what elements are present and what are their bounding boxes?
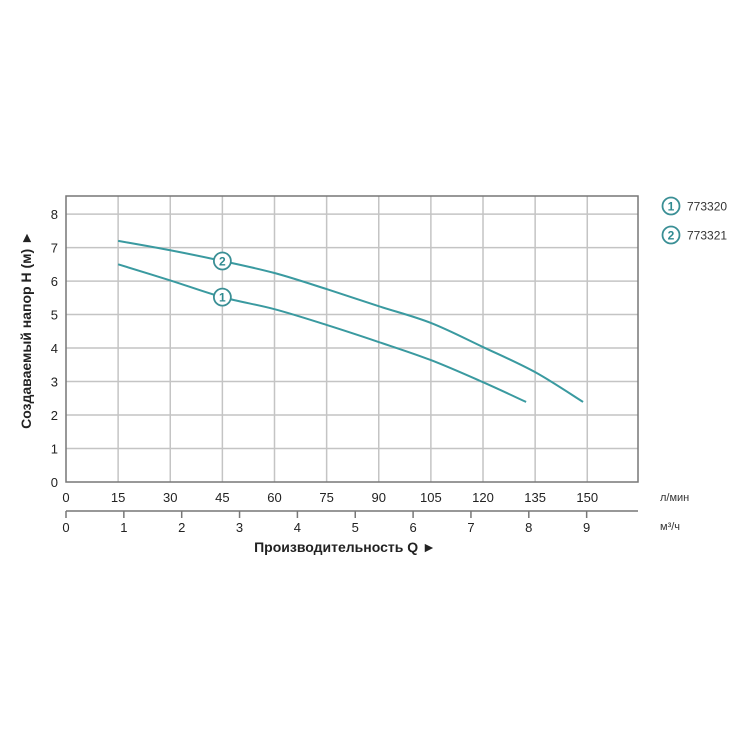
x-tick-label: 30	[163, 490, 177, 505]
legend-marker-label: 2	[668, 229, 675, 243]
x2-tick-label: 4	[294, 520, 301, 535]
y-tick-label: 3	[51, 375, 58, 390]
legend-marker-label: 1	[668, 200, 675, 214]
x-tick-label: 75	[319, 490, 333, 505]
x-axis-title: Производительность Q ►	[254, 539, 436, 555]
curve-773321	[117, 239, 584, 403]
x2-tick-label: 6	[409, 520, 416, 535]
plot-frame	[65, 195, 639, 483]
y-tick-label: 1	[51, 442, 58, 457]
y-tick-label: 6	[51, 274, 58, 289]
curves: 12	[117, 239, 584, 403]
x-tick-label: 150	[576, 490, 598, 505]
curve-773320	[117, 263, 527, 403]
legend-marker-circle	[661, 225, 681, 245]
x-tick-label: 135	[524, 490, 546, 505]
curve-marker-circle	[212, 251, 232, 271]
y-tick-label: 8	[51, 207, 58, 222]
x2-tick-label: 9	[583, 520, 590, 535]
x2-tick-label: 5	[352, 520, 359, 535]
x2-tick-label: 0	[62, 520, 69, 535]
x2-tick-label: 8	[525, 520, 532, 535]
y-tick-label: 0	[51, 475, 58, 490]
x2-tick-label: 7	[467, 520, 474, 535]
legend-entry-label: 773321	[687, 229, 727, 243]
x-tick-label: 45	[215, 490, 229, 505]
curve-marker-label: 2	[219, 254, 226, 268]
y-tick-label: 5	[51, 308, 58, 323]
legend-marker-circle	[661, 196, 681, 216]
x-tick-label: 120	[472, 490, 494, 505]
x2-tick-label: 1	[120, 520, 127, 535]
y-tick-label: 4	[51, 341, 58, 356]
grid	[65, 195, 639, 483]
x-tick-label: 60	[267, 490, 281, 505]
x-tick-label: 105	[420, 490, 442, 505]
x2-tick-label: 3	[236, 520, 243, 535]
y-axis-title: Создаваемый напор H (м) ►	[18, 231, 34, 429]
x-tick-label: 90	[372, 490, 386, 505]
x-axis-unit: л/мин	[660, 492, 689, 504]
x2-tick-label: 2	[178, 520, 185, 535]
y-tick-label: 7	[51, 241, 58, 256]
curve-marker-circle	[212, 287, 232, 307]
x-tick-label: 15	[111, 490, 125, 505]
legend: 1 773320 2 773321	[661, 196, 727, 245]
curve-marker-label: 1	[219, 291, 226, 305]
x-tick-label: 0	[62, 490, 69, 505]
y-tick-label: 2	[51, 408, 58, 423]
legend-entry-label: 773320	[687, 200, 727, 214]
x2-axis-unit: м³/ч	[660, 521, 680, 533]
